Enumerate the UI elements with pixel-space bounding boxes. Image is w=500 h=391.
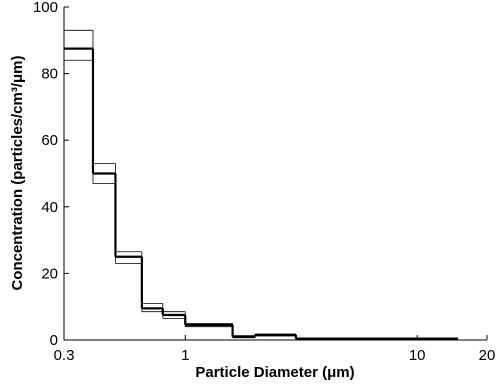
y-tick-label: 0 [50,332,58,349]
x-axis-title: Particle Diameter (μm) [195,364,354,381]
x-tick-label: 0.3 [54,347,75,364]
y-tick-label: 40 [41,199,58,216]
x-tick-label: 1 [181,347,189,364]
x-tick-label: 20 [479,347,496,364]
y-tick-label: 60 [41,132,58,149]
y-tick-label: 100 [33,0,58,16]
x-tick-label: 10 [409,347,426,364]
y-axis-title: Concentration (particles/cm³/μm) [9,55,26,290]
y-tick-label: 20 [41,265,58,282]
y-tick-label: 80 [41,66,58,83]
